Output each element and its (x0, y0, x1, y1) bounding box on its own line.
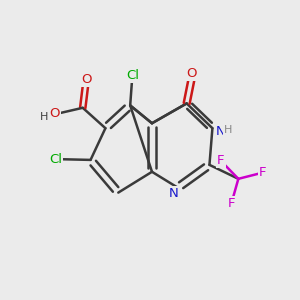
Text: N: N (168, 187, 178, 200)
Text: F: F (259, 166, 267, 179)
Text: Cl: Cl (49, 153, 62, 166)
Text: O: O (49, 107, 60, 121)
Text: N: N (215, 125, 225, 138)
Text: H: H (40, 112, 48, 122)
Text: O: O (81, 73, 92, 86)
Text: H: H (224, 125, 232, 135)
Text: Cl: Cl (126, 69, 139, 82)
Text: F: F (228, 196, 235, 210)
Text: F: F (217, 154, 224, 167)
Text: O: O (187, 67, 197, 80)
